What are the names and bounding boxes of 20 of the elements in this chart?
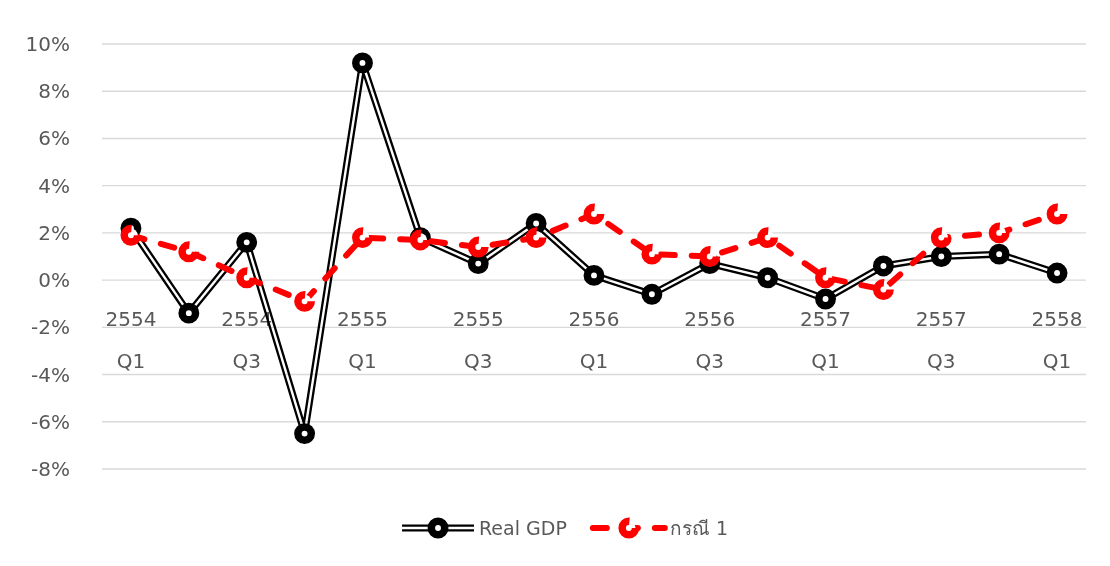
xtick: 2557 Q1 — [800, 307, 851, 374]
ytick: -6% — [31, 409, 70, 434]
xtick: 2557 Q3 — [915, 307, 967, 374]
xtick: 2554 Q1 — [105, 307, 157, 374]
xtick: 2555 Q3 — [452, 307, 504, 374]
ytick: -8% — [31, 457, 70, 481]
ytick: -2% — [31, 315, 70, 340]
xtick: 2555 Q1 — [337, 307, 388, 374]
ytick: 2% — [38, 220, 70, 245]
ytick: 0% — [38, 268, 70, 293]
legend-label: กรณี 1 — [669, 517, 728, 539]
xtick: 2556 Q3 — [684, 307, 736, 374]
ytick: 6% — [38, 126, 70, 151]
ytick: 4% — [38, 173, 70, 198]
ytick: -4% — [31, 362, 70, 387]
xtick: 2558 Q1 — [1031, 307, 1083, 374]
ytick: 8% — [38, 79, 70, 104]
ytick: 10% — [25, 32, 70, 56]
xtick: 2556 Q1 — [568, 307, 620, 374]
legend-label: Real GDP — [479, 517, 567, 539]
